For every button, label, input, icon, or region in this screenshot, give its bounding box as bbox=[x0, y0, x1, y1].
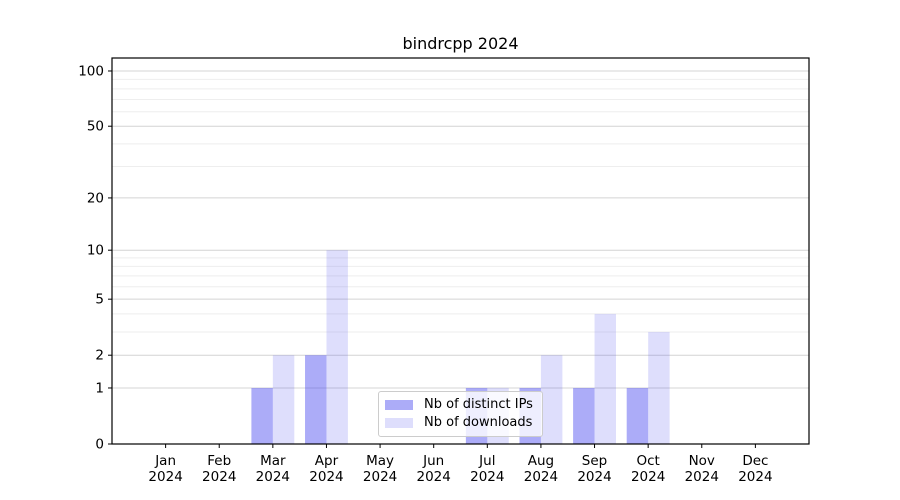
plot-border bbox=[111, 57, 810, 445]
bar-downloads bbox=[648, 331, 670, 444]
legend-label-downloads: Nb of downloads bbox=[424, 415, 533, 430]
y-tick-label: 50 bbox=[87, 119, 104, 135]
legend-label-distinct-ips: Nb of distinct IPs bbox=[424, 397, 533, 412]
y-tick-label: 100 bbox=[78, 63, 104, 79]
x-tick-label: Apr 2024 bbox=[309, 453, 343, 485]
legend-swatch-downloads bbox=[385, 418, 413, 428]
x-tick-label: Feb 2024 bbox=[202, 453, 236, 485]
bar-distinct-ips bbox=[626, 387, 649, 444]
y-tick-label: 5 bbox=[95, 292, 104, 308]
legend: Nb of distinct IPs Nb of downloads bbox=[378, 391, 543, 437]
x-tick-label: Sep 2024 bbox=[577, 453, 611, 485]
y-tick-label: 0 bbox=[95, 437, 104, 453]
y-tick-label: 20 bbox=[87, 190, 104, 206]
legend-row-distinct-ips: Nb of distinct IPs bbox=[385, 396, 534, 414]
legend-row-downloads: Nb of downloads bbox=[385, 414, 534, 432]
y-tick-label: 10 bbox=[87, 243, 104, 259]
x-tick-label: Aug 2024 bbox=[524, 453, 558, 485]
x-tick-label: Nov 2024 bbox=[685, 453, 719, 485]
bar-downloads bbox=[272, 355, 295, 444]
legend-swatch-distinct-ips bbox=[385, 400, 413, 410]
bar-downloads bbox=[326, 250, 348, 444]
y-tick-label: 1 bbox=[95, 380, 104, 396]
bar-downloads bbox=[540, 355, 563, 444]
bar-distinct-ips bbox=[305, 355, 327, 444]
bar-distinct-ips bbox=[573, 387, 595, 444]
x-tick-label: Oct 2024 bbox=[631, 453, 665, 485]
x-tick-label: Jul 2024 bbox=[470, 453, 504, 485]
x-tick-label: Jan 2024 bbox=[148, 453, 182, 485]
x-tick-label: May 2024 bbox=[363, 453, 397, 485]
x-tick-label: Jun 2024 bbox=[417, 453, 451, 485]
bar-distinct-ips bbox=[251, 387, 273, 444]
bar-downloads bbox=[594, 313, 616, 444]
y-tick-label: 2 bbox=[95, 348, 104, 364]
x-tick-label: Dec 2024 bbox=[738, 453, 772, 485]
x-tick-label: Mar 2024 bbox=[256, 453, 290, 485]
chart-title: bindrcpp 2024 bbox=[402, 34, 519, 53]
